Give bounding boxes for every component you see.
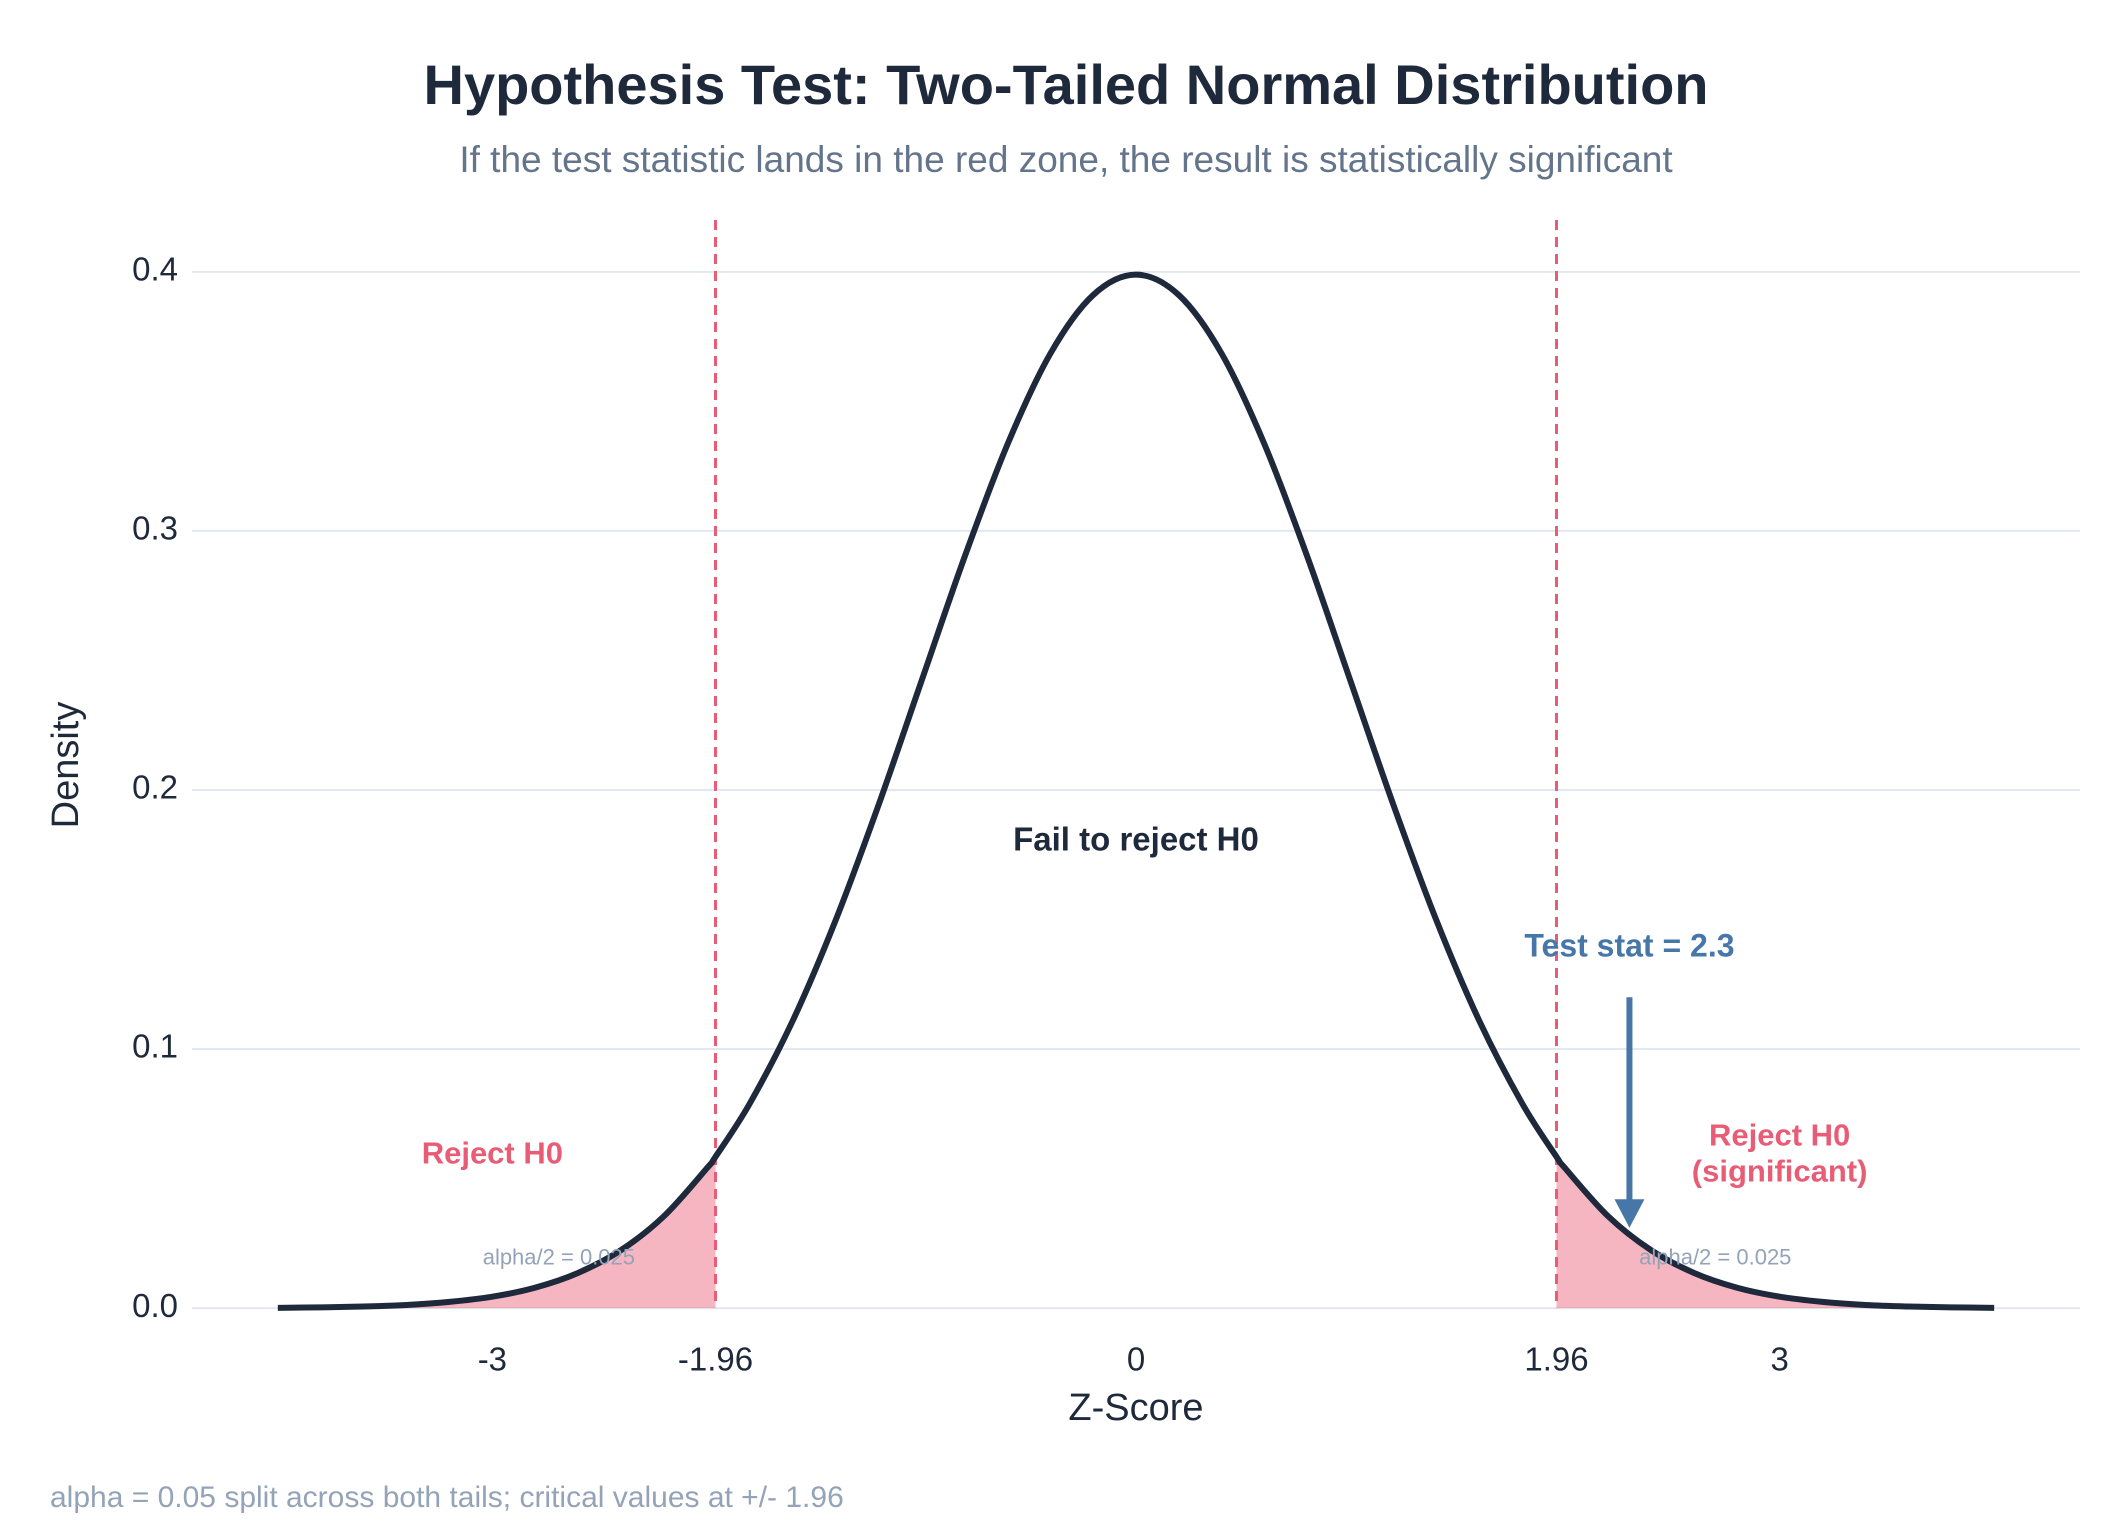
x-tick-label: 3	[1770, 1341, 1788, 1378]
alpha-annotation: alpha/2 = 0.025	[483, 1245, 635, 1270]
test-stat-arrowhead	[1614, 1199, 1645, 1228]
footnote: alpha = 0.05 split across both tails; cr…	[50, 1481, 844, 1514]
test-stat-label: Test stat = 2.3	[1524, 927, 1734, 963]
y-tick-label: 0.4	[132, 251, 178, 288]
x-axis-label: Z-Score	[1068, 1387, 1203, 1429]
x-tick-label: 1.96	[1524, 1341, 1588, 1378]
x-tick-label: -1.96	[678, 1341, 753, 1378]
reject-annotation: Reject H0	[1709, 1117, 1850, 1152]
y-tick-label: 0.0	[132, 1287, 178, 1324]
chart-title: Hypothesis Test: Two-Tailed Normal Distr…	[424, 53, 1709, 116]
reject-annotation: (significant)	[1692, 1154, 1868, 1189]
chart-subtitle: If the test statistic lands in the red z…	[459, 139, 1673, 180]
x-tick-label: 0	[1127, 1341, 1145, 1378]
rejection-regions	[277, 1156, 1995, 1309]
y-tick-label: 0.1	[132, 1028, 178, 1065]
x-tick-label: -3	[478, 1341, 507, 1378]
y-tick-label: 0.2	[132, 769, 178, 806]
rejection-region	[1556, 1156, 1995, 1309]
annotations: 0.0 0.1 0.2 0.3 0.4 -3 -1.96 0 1.96 3 Test stat = …	[132, 251, 1867, 1378]
center-annotation: Fail to reject H0	[1013, 820, 1259, 857]
density-curve	[277, 271, 1995, 1311]
y-axis-label: Density	[45, 702, 87, 829]
alpha-annotation: alpha/2 = 0.025	[1639, 1245, 1791, 1270]
reject-annotation: Reject H0	[422, 1135, 563, 1170]
plot	[277, 220, 1995, 1311]
y-tick-label: 0.3	[132, 510, 178, 547]
rejection-region	[277, 1156, 716, 1309]
